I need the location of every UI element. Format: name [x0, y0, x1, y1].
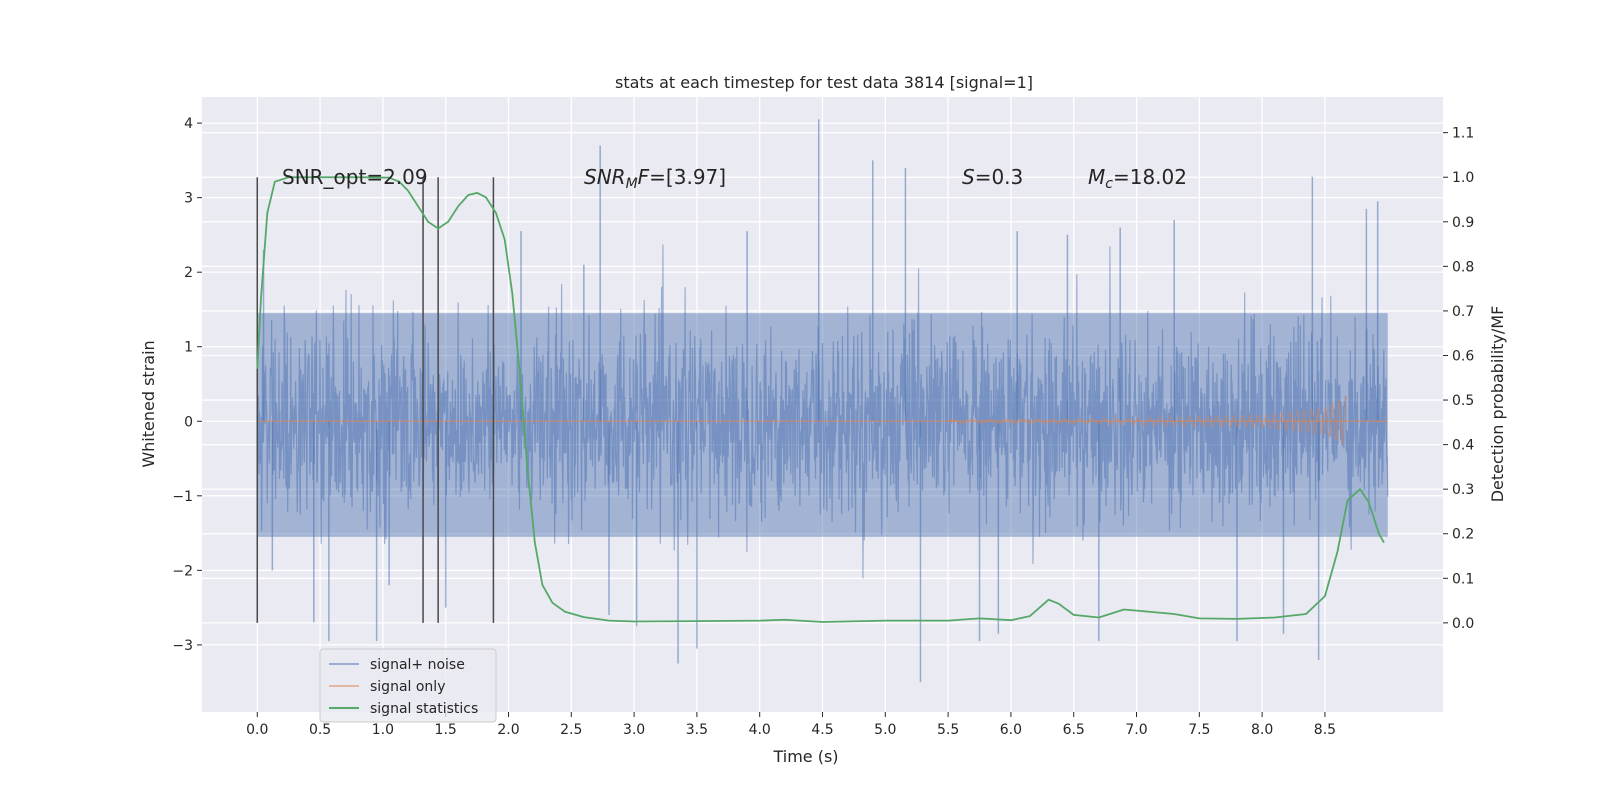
y2-tick-label-8: 0.8 [1452, 259, 1474, 275]
x-axis-label: Time (s) [772, 747, 838, 766]
y2-tick-label-1: 0.1 [1452, 571, 1474, 587]
x-tick-label-13: 6.5 [1063, 722, 1085, 738]
x-tick-label-9: 4.5 [811, 722, 833, 738]
y-tick-label-6: 3 [184, 191, 193, 207]
series-signal-only [257, 395, 1388, 445]
y2-tick-label-9: 0.9 [1452, 215, 1474, 231]
x-tick-label-2: 1.0 [372, 722, 394, 738]
y-axis-right-label: Detection probability/MF [1488, 306, 1507, 503]
legend-label-signal-only: signal only [370, 679, 445, 695]
x-tick-label-15: 7.5 [1188, 722, 1210, 738]
signal-noise-trace [256, 244, 1389, 579]
x-tick-label-3: 1.5 [435, 722, 457, 738]
x-tick-label-11: 5.5 [937, 722, 959, 738]
y-tick-label-2: −1 [172, 489, 193, 505]
x-tick-label-5: 2.5 [560, 722, 582, 738]
y-tick-label-3: 0 [184, 414, 193, 430]
signal-only-chirp [947, 395, 1347, 445]
x-tick-label-4: 2.0 [497, 722, 519, 738]
annotation-snr-opt: SNR_opt=2.09 [282, 165, 428, 189]
y2-tick-label-3: 0.3 [1452, 482, 1474, 498]
annotation-snr-mf: SNRMF=[3.97] [584, 165, 726, 192]
y2-tick-label-5: 0.5 [1452, 393, 1474, 409]
x-axis: 0.0 0.5 1.0 1.5 2.0 2.5 3.0 3.5 4.0 4.5 5.0 5.5 6.0 6… [246, 712, 1336, 738]
x-tick-label-12: 6.0 [1000, 722, 1022, 738]
y-axis-label: Whitened strain [139, 340, 158, 467]
x-tick-label-17: 8.5 [1314, 722, 1336, 738]
x-tick-label-0: 0.0 [246, 722, 268, 738]
y-axis-left: −3 −2 −1 0 1 2 3 4 [172, 116, 202, 654]
signal-noise-core [257, 313, 1388, 537]
x-tick-label-14: 7.0 [1125, 722, 1147, 738]
x-tick-label-6: 3.0 [623, 722, 645, 738]
x-tick-label-7: 3.5 [686, 722, 708, 738]
legend: signal+ noise signal only signal statist… [319, 648, 497, 723]
y-tick-label-7: 4 [184, 116, 193, 132]
y2-tick-label-6: 0.6 [1452, 348, 1474, 364]
x-tick-label-10: 5.0 [874, 722, 896, 738]
legend-label-signal-noise: signal+ noise [370, 657, 465, 673]
series-signal-statistics [256, 176, 1385, 623]
y-tick-label-5: 2 [184, 265, 193, 281]
y-tick-label-0: −3 [172, 638, 193, 654]
chart-title: stats at each timestep for test data 381… [615, 73, 1033, 92]
x-tick-label-8: 4.0 [749, 722, 771, 738]
y2-tick-label-7: 0.7 [1452, 304, 1474, 320]
annotation-s: S=0.3 [962, 165, 1023, 189]
y2-tick-label-2: 0.2 [1452, 527, 1474, 543]
y-tick-label-4: 1 [184, 340, 193, 356]
y2-tick-label-4: 0.4 [1452, 438, 1474, 454]
x-tick-label-16: 8.0 [1251, 722, 1273, 738]
annotation-mc: Mc=18.02 [1088, 165, 1187, 192]
y2-tick-label-11: 1.1 [1452, 126, 1474, 142]
y-axis-right: 0.0 0.1 0.2 0.3 0.4 0.5 0.6 0.7 0.8 0.9 1.0 1.1 [1443, 126, 1474, 632]
y2-tick-label-10: 1.0 [1452, 170, 1474, 186]
y2-tick-label-0: 0.0 [1452, 616, 1474, 632]
x-tick-label-1: 0.5 [309, 722, 331, 738]
series-signal-noise [256, 119, 1389, 683]
y-tick-label-1: −2 [172, 563, 193, 579]
legend-label-signal-statistics: signal statistics [370, 701, 478, 717]
vertical-markers [256, 177, 495, 623]
legend-box [319, 648, 497, 723]
signal-statistics-line [256, 176, 1385, 623]
